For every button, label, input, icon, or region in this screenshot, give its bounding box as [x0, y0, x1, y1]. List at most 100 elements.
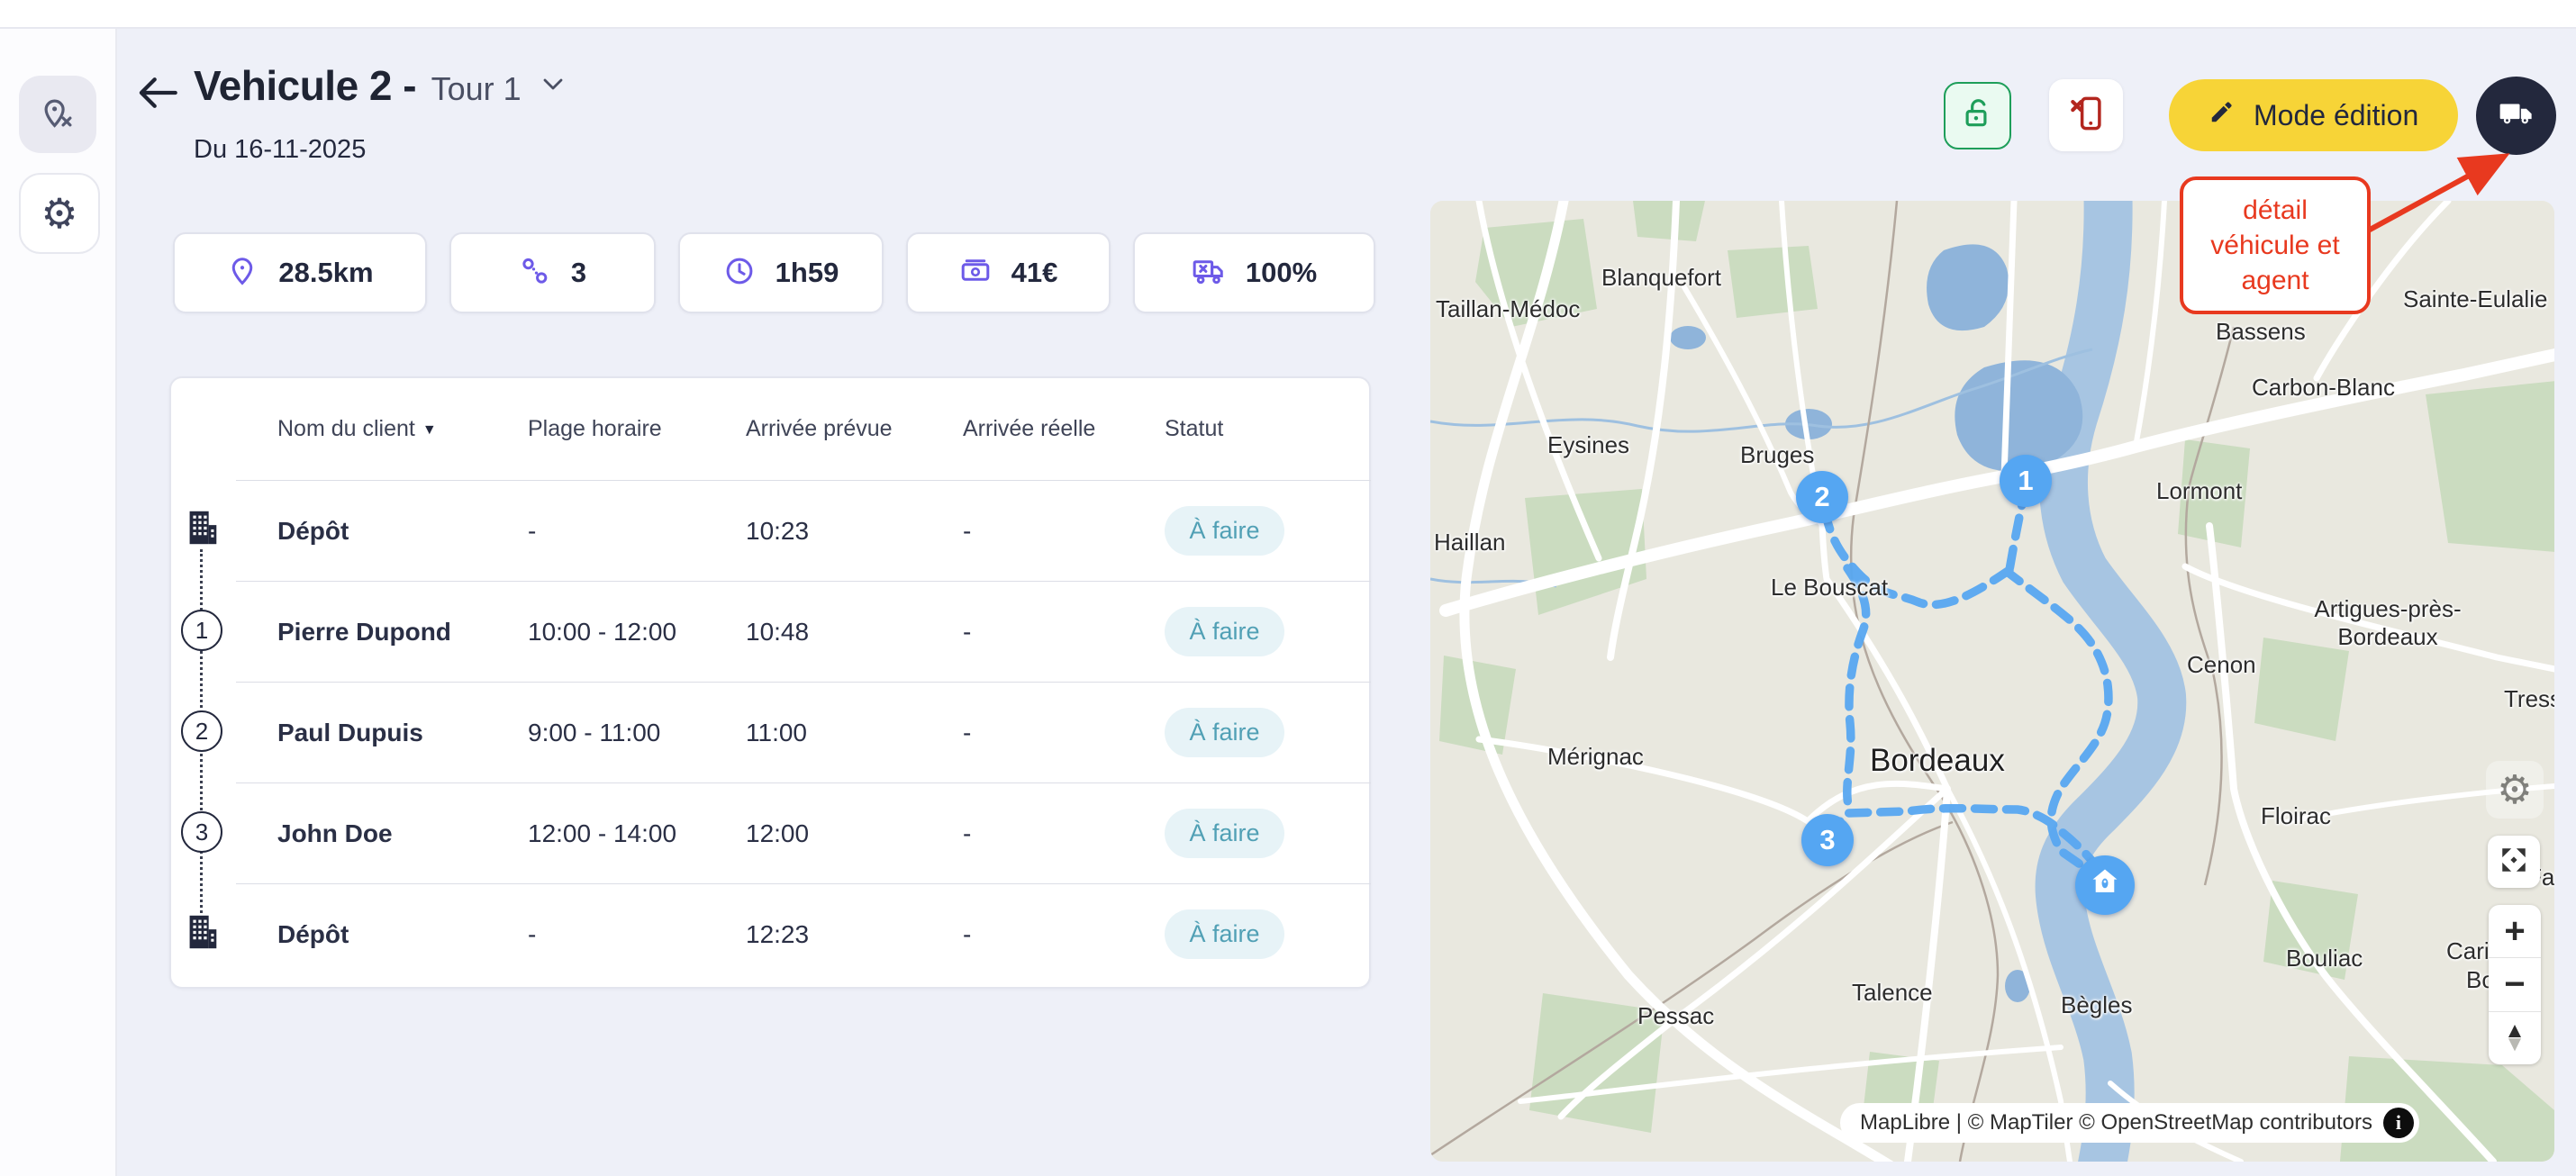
fullscreen-icon — [2499, 845, 2529, 880]
col-actual: Arrivée réelle — [963, 416, 1096, 441]
city-label: Pessac — [1637, 1002, 1715, 1029]
tour-subtitle: Tour 1 — [431, 70, 522, 107]
stops-table-card: 1 2 3 Nom du client ▼ Plage horaire Ar — [169, 376, 1371, 989]
stat-distance: 28.5km — [173, 232, 427, 313]
unlock-button[interactable] — [1944, 81, 2011, 149]
sidebar-item-settings[interactable]: ⚙ — [19, 173, 100, 254]
time-window: 10:00 - 12:00 — [528, 617, 677, 646]
city-label: Taillan-Médoc — [1436, 295, 1581, 322]
col-client[interactable]: Nom du client ▼ — [277, 416, 437, 441]
stops-table: Nom du client ▼ Plage horaire Arrivée pré… — [236, 378, 1371, 984]
phone-disconnected-icon — [2067, 95, 2105, 137]
stop-number-2: 2 — [181, 710, 222, 752]
actual-arrival: - — [963, 617, 972, 646]
map-marker-depot[interactable] — [2075, 855, 2135, 915]
map-pin-x-icon — [38, 93, 77, 137]
map-attribution: MapLibre | © MapTiler © OpenStreetMap co… — [1840, 1103, 2419, 1143]
stat-load: 100% — [1133, 232, 1375, 313]
city-label: Mérignac — [1547, 743, 1644, 770]
route-path — [1819, 483, 2113, 886]
table-row[interactable]: Paul Dupuis 9:00 - 11:00 11:00 - À faire — [236, 682, 1371, 782]
vehicle-title: Vehicule 2 - — [194, 62, 417, 109]
annotation-callout: détail véhicule et agent — [2180, 176, 2371, 314]
map-pin-icon — [226, 255, 259, 292]
sidebar-item-routes[interactable] — [19, 76, 96, 153]
vehicle-detail-button[interactable] — [2476, 76, 2557, 155]
city-label: Bouliac — [2286, 945, 2363, 972]
tour-stats: 28.5km 3 1h59 — [173, 232, 1375, 313]
gear-icon: ⚙ — [2497, 767, 2533, 812]
info-icon[interactable]: i — [2382, 1108, 2414, 1138]
client-name: Dépôt — [277, 516, 349, 545]
pencil-icon — [2209, 98, 2236, 132]
time-window: - — [528, 516, 537, 545]
actual-arrival: - — [963, 919, 972, 948]
route-timeline: 1 2 3 — [171, 378, 236, 987]
compass-button[interactable]: ▲ ▼ — [2489, 1010, 2541, 1064]
stat-distance-value: 28.5km — [278, 257, 374, 288]
status-badge: À faire — [1165, 708, 1284, 757]
status-badge: À faire — [1165, 607, 1284, 656]
table-row[interactable]: Dépôt - 12:23 - À faire — [236, 883, 1371, 984]
stat-stops-value: 3 — [570, 257, 587, 288]
stat-duration-value: 1h59 — [775, 257, 839, 288]
client-name: Dépôt — [277, 919, 349, 948]
back-button[interactable] — [137, 72, 178, 113]
truck-x-icon — [1192, 254, 1226, 293]
col-planned: Arrivée prévue — [746, 416, 893, 441]
stop-number-3: 3 — [181, 811, 222, 853]
city-label: Bruges — [1740, 441, 1815, 468]
zoom-out-button[interactable]: − — [2489, 957, 2541, 1010]
header-actions: Mode édition — [1944, 76, 2557, 155]
edit-mode-label: Mode édition — [2254, 98, 2419, 131]
table-header-row: Nom du client ▼ Plage horaire Arrivée pré… — [236, 378, 1371, 480]
sort-desc-icon: ▼ — [422, 422, 437, 438]
tour-date: Du 16-11-2025 — [194, 135, 367, 164]
chevron-down-icon[interactable] — [540, 75, 567, 99]
top-bar — [0, 0, 2576, 29]
city-label: Floirac — [2261, 802, 2332, 829]
map-zoom-controls: + − ▲ ▼ — [2489, 905, 2541, 1064]
map-settings-button[interactable]: ⚙ — [2486, 761, 2544, 819]
map-marker-2[interactable]: 2 — [1796, 471, 1848, 523]
no-mobile-button[interactable] — [2049, 79, 2123, 151]
status-badge: À faire — [1165, 909, 1284, 959]
time-window: 12:00 - 14:00 — [528, 819, 677, 847]
gear-icon: ⚙ — [41, 190, 78, 237]
map-marker-1[interactable]: 1 — [2000, 455, 2052, 507]
table-row[interactable]: Pierre Dupond 10:00 - 12:00 10:48 - À fa… — [236, 581, 1371, 682]
table-row[interactable]: John Doe 12:00 - 14:00 12:00 - À faire — [236, 782, 1371, 883]
page-title: Vehicule 2 - Tour 1 — [194, 61, 567, 110]
planned-arrival: 12:00 — [746, 819, 810, 847]
col-status: Statut — [1165, 416, 1224, 441]
route-map[interactable]: Taillan-Médoc Blanquefort Sainte-Eulalie… — [1430, 201, 2554, 1162]
truck-icon — [2498, 95, 2535, 137]
stat-load-value: 100% — [1245, 257, 1318, 288]
attribution-text[interactable]: MapLibre | © MapTiler © OpenStreetMap co… — [1860, 1110, 2372, 1135]
home-icon — [2088, 864, 2122, 906]
planned-arrival: 10:48 — [746, 617, 810, 646]
stat-duration: 1h59 — [678, 232, 884, 313]
city-label: Talence — [1852, 979, 1933, 1006]
open-padlock-icon — [1961, 96, 1995, 135]
fullscreen-button[interactable] — [2488, 836, 2540, 888]
compass-up-icon: ▲ — [2504, 1018, 2526, 1043]
edit-mode-button[interactable]: Mode édition — [2169, 79, 2459, 151]
stat-stops: 3 — [449, 232, 656, 313]
map-marker-3[interactable]: 3 — [1801, 814, 1854, 866]
stat-cost: 41€ — [906, 232, 1111, 313]
stat-cost-value: 41€ — [1011, 257, 1058, 288]
planned-arrival: 11:00 — [746, 718, 807, 746]
actual-arrival: - — [963, 718, 972, 746]
city-label: Sainte-Eulalie — [2403, 285, 2548, 312]
stop-number-1: 1 — [181, 610, 222, 651]
city-label: Tresse — [2504, 685, 2554, 712]
planned-arrival: 12:23 — [746, 919, 810, 948]
zoom-in-button[interactable]: + — [2504, 910, 2526, 951]
table-row[interactable]: Dépôt - 10:23 - À faire — [236, 480, 1371, 581]
compass-down-icon: ▼ — [2504, 1031, 2526, 1056]
client-name: Pierre Dupond — [277, 617, 451, 646]
city-label: Lormont — [2156, 477, 2243, 504]
city-label: Haillan — [1434, 529, 1506, 556]
